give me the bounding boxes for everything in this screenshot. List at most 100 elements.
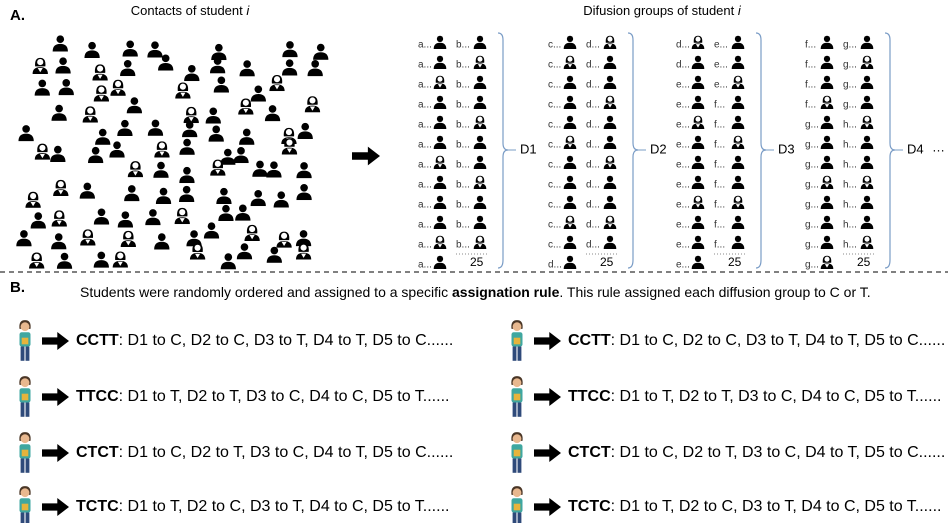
member-label: g...	[805, 240, 819, 251]
member-label: c...	[548, 240, 561, 251]
person-icon	[474, 176, 487, 189]
arrow	[534, 498, 561, 516]
person-icon	[564, 36, 577, 49]
person-icon	[732, 96, 745, 109]
member-label: d...	[586, 80, 600, 91]
rule-text: : D1 to T, D2 to T, D3 to C, D4 to C, D5…	[611, 388, 942, 405]
rule-code: TCTC	[76, 498, 119, 515]
person-icon	[265, 105, 280, 121]
member-label: a...	[418, 60, 432, 71]
member-label: h...	[843, 140, 857, 151]
person-icon	[821, 196, 834, 209]
member-label: b...	[456, 180, 470, 191]
person-icon	[474, 36, 487, 49]
rule-text: : D1 to T, D2 to T, D3 to C, D4 to C, D5…	[119, 388, 450, 405]
rule-text: : D1 to C, D2 to C, D3 to T, D4 to T, D5…	[611, 332, 946, 349]
person-icon	[861, 116, 874, 129]
person-icon	[282, 59, 297, 75]
person-icon	[53, 180, 68, 196]
rule-code: CCTT	[568, 332, 611, 349]
person-icon	[564, 236, 577, 249]
person-icon	[124, 185, 139, 201]
person-icon	[821, 96, 834, 109]
rule: TCTC: D1 to T, D2 to C, D3 to T, D4 to C…	[76, 498, 449, 515]
person-icon	[732, 76, 745, 89]
member-label: g...	[805, 220, 819, 231]
member-label: c...	[548, 100, 561, 111]
person-icon	[175, 82, 190, 98]
member-label: b...	[456, 80, 470, 91]
member-label: a...	[418, 140, 432, 151]
member-label: c...	[548, 60, 561, 71]
rule: CTCT: D1 to C, D2 to T, D3 to C, D4 to T…	[76, 444, 453, 461]
person-icon	[128, 161, 143, 177]
person-icon	[434, 236, 447, 249]
title-text: Contacts of student	[131, 3, 247, 18]
student-icon	[19, 376, 30, 417]
member-label: d...	[586, 200, 600, 211]
person-icon	[214, 77, 229, 93]
group-name: D4	[907, 141, 924, 156]
person-icon	[474, 196, 487, 209]
person-icon	[175, 208, 190, 224]
person-icon	[296, 184, 311, 200]
person-icon	[604, 96, 617, 109]
person-icon	[564, 116, 577, 129]
member-label: a...	[418, 80, 432, 91]
person-icon	[52, 210, 67, 226]
member-label: e...	[676, 180, 690, 191]
panel-label: A.	[10, 7, 25, 24]
ellipsis: …	[932, 139, 945, 154]
rule-text: : D1 to C, D2 to T, D3 to C, D4 to T, D5…	[611, 444, 946, 461]
member-label: d...	[586, 140, 600, 151]
rule-text: : D1 to T, D2 to C, D3 to T, D4 to C, D5…	[119, 498, 450, 515]
person-icon	[80, 183, 95, 199]
person-icon	[53, 35, 68, 51]
person-icon	[692, 96, 705, 109]
person-icon	[861, 136, 874, 149]
member-label: e...	[714, 40, 728, 51]
person-icon	[313, 44, 328, 60]
person-icon	[35, 144, 50, 160]
person-icon	[821, 36, 834, 49]
person-icon	[18, 125, 33, 141]
person-icon	[604, 196, 617, 209]
rule-code: CTCT	[568, 444, 611, 461]
arrow	[42, 332, 69, 350]
person-icon	[179, 167, 194, 183]
person-icon	[821, 256, 834, 269]
title-var: i	[738, 3, 742, 18]
rule-code: CCTT	[76, 332, 119, 349]
member-label: f...	[805, 60, 816, 71]
member-label: b...	[456, 240, 470, 251]
member-label: d...	[586, 240, 600, 251]
diagram: A. Contacts of student i Difusion groups…	[0, 0, 948, 523]
person-icon	[434, 36, 447, 49]
person-icon	[29, 253, 44, 269]
person-icon	[732, 176, 745, 189]
person-icon	[145, 209, 160, 225]
member-label: g...	[805, 120, 819, 131]
member-label: g...	[805, 140, 819, 151]
person-icon	[474, 116, 487, 129]
group-count: 25	[857, 255, 871, 269]
person-icon	[218, 205, 233, 221]
person-icon	[184, 107, 199, 123]
person-icon	[604, 56, 617, 69]
person-icon	[692, 196, 705, 209]
person-icon	[251, 190, 266, 206]
person-icon	[296, 162, 311, 178]
member-label: e...	[676, 120, 690, 131]
member-label: d...	[586, 220, 600, 231]
person-icon	[821, 156, 834, 169]
person-icon	[692, 36, 705, 49]
person-icon	[434, 56, 447, 69]
member-label: h...	[843, 240, 857, 251]
arrow	[534, 388, 561, 406]
member-label: a...	[418, 260, 432, 271]
member-label: a...	[418, 40, 432, 51]
member-label: f...	[805, 80, 816, 91]
member-label: e...	[714, 80, 728, 91]
arrow	[42, 498, 69, 516]
person-icon	[237, 243, 252, 259]
